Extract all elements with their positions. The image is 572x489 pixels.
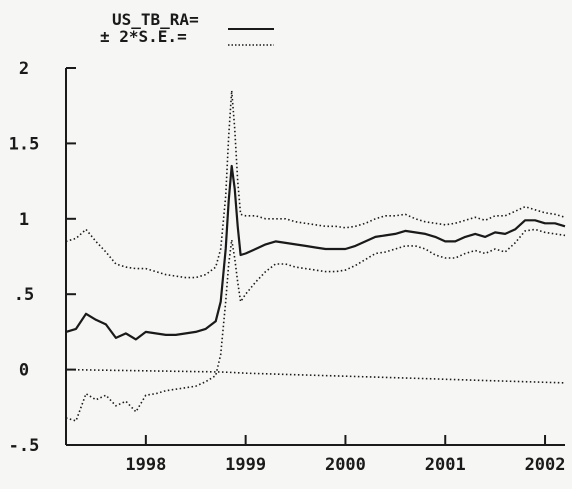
series-line-3 [65,368,566,384]
x-tick-label: 2001 [425,455,466,475]
legend-label-se: ± 2*S.E.= [100,27,187,46]
y-tick-label: 1.5 [9,134,40,154]
series-line-0 [65,164,566,341]
y-tick-label: 0 [19,361,29,381]
legend: US_TB_RA= ± 2*S.E.= [100,10,274,46]
series-line-2 [65,228,566,422]
y-tick-label: 1 [19,210,29,230]
x-tick-label: 2000 [325,455,366,475]
series-line-1 [65,89,566,279]
x-tick-label: 1999 [225,455,266,475]
legend-label-series: US_TB_RA= [112,10,199,29]
y-tick-label: .5 [14,285,34,305]
axes [65,67,565,446]
y-tick-label: -.5 [9,436,40,456]
series-layer [65,89,566,422]
x-tick-label: 2002 [525,455,566,475]
x-tick-label: 1998 [125,455,166,475]
y-tick-label: 2 [19,59,29,79]
